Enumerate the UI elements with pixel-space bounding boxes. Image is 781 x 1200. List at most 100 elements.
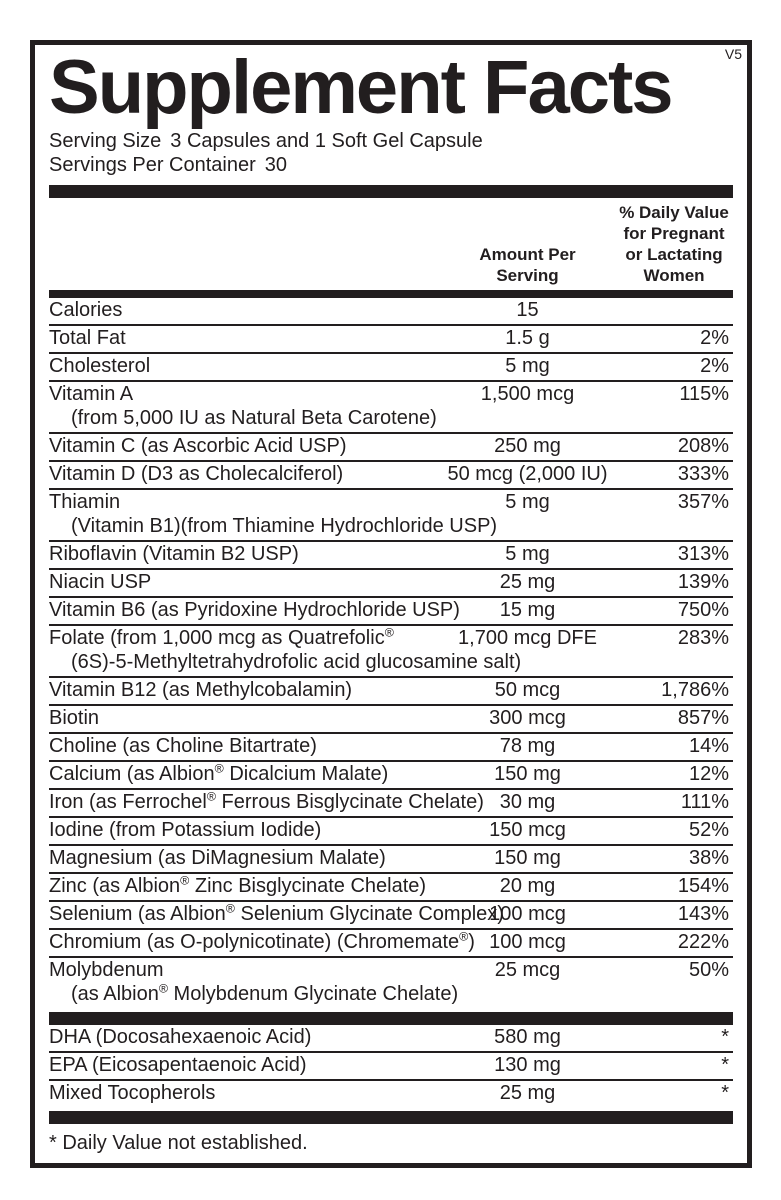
amount-per-serving: 5 mg — [505, 355, 550, 377]
daily-value: 283% — [677, 627, 729, 649]
table-row: DHA (Docosahexaenoic Acid) 580 mg * — [49, 1025, 733, 1051]
divider-header — [49, 290, 733, 298]
daily-value: 52% — [688, 819, 729, 841]
ingredient-name: Calcium (as Albion® Dicalcium Malate) — [49, 761, 389, 785]
table-row: Iron (as Ferrochel® Ferrous Bisglycinate… — [49, 788, 733, 816]
table-row: EPA (Eicosapentaenoic Acid) 130 mg * — [49, 1051, 733, 1079]
table-row: Cholesterol 5 mg 2% — [49, 352, 733, 380]
amount-per-serving: 100 mcg — [489, 931, 566, 953]
amount-per-serving: 25 mg — [499, 1082, 556, 1104]
label-border-box: V5 Supplement Facts Serving Size 3 Capsul… — [30, 40, 752, 1168]
daily-value: * — [721, 1026, 729, 1048]
amount-column-header: Amount Per Serving — [479, 245, 576, 285]
ingredient-name: Biotin — [49, 707, 100, 729]
table-row: Riboflavin (Vitamin B2 USP) 5 mg 313% — [49, 540, 733, 568]
amount-per-serving: 1.5 g — [505, 327, 550, 349]
ingredient-name: Choline (as Choline Bitartrate) — [49, 735, 317, 757]
servings-per-container-value: 30 — [264, 154, 288, 176]
table-row: Magnesium (as DiMagnesium Malate) 150 mg… — [49, 844, 733, 872]
serving-size-line: Serving Size 3 Capsules and 1 Soft Gel Ca… — [49, 129, 733, 153]
ingredient-name: Chromium (as O-polynicotinate) (Chromema… — [49, 929, 475, 953]
divider-thick-bottom — [49, 1111, 733, 1124]
amount-per-serving: 580 mg — [494, 1026, 561, 1048]
ingredient-name: Zinc (as Albion® Zinc Bisglycinate Chela… — [49, 873, 427, 897]
ingredient-name: Vitamin B6 (as Pyridoxine Hydrochloride … — [49, 599, 460, 621]
table-row: Molybdenum (as Albion® Molybdenum Glycin… — [49, 956, 733, 1008]
table-row: Calories 15 — [49, 298, 733, 324]
ingredient-name: DHA (Docosahexaenoic Acid) — [49, 1026, 312, 1048]
ingredient-name: Iodine (from Potassium Iodide) — [49, 819, 322, 841]
ingredient-name: Vitamin D (D3 as Cholecalciferol) — [49, 463, 344, 485]
daily-value: 222% — [677, 931, 729, 953]
amount-per-serving: 300 mcg — [489, 707, 566, 729]
daily-value: 357% — [677, 491, 729, 513]
table-row: Chromium (as O-polynicotinate) (Chromema… — [49, 928, 733, 956]
ingredient-name: Vitamin C (as Ascorbic Acid USP) — [49, 435, 347, 457]
daily-value: 857% — [677, 707, 729, 729]
ingredient-source-note: (from 5,000 IU as Natural Beta Carotene) — [71, 407, 437, 429]
daily-value: 143% — [677, 903, 729, 925]
ingredient-name: Total Fat — [49, 327, 126, 349]
ingredient-name: Mixed Tocopherols — [49, 1082, 216, 1104]
table-row: Folate (from 1,000 mcg as Quatrefolic® (… — [49, 624, 733, 676]
amount-per-serving: 5 mg — [505, 491, 550, 513]
ingredient-name: Vitamin A (from 5,000 IU as Natural Beta… — [49, 384, 440, 429]
amount-per-serving: 1,700 mcg DFE — [458, 627, 597, 649]
serving-size-label: Serving Size — [49, 130, 162, 152]
amount-per-serving: 30 mg — [499, 791, 556, 813]
ingredient-source-note: (6S)-5-Methyltetrahydrofolic acid glucos… — [71, 651, 522, 673]
table-row: Iodine (from Potassium Iodide) 150 mcg 5… — [49, 816, 733, 844]
table-row: Calcium (as Albion® Dicalcium Malate) 15… — [49, 760, 733, 788]
ingredient-name: Folate (from 1,000 mcg as Quatrefolic® (… — [49, 625, 522, 673]
amount-per-serving: 5 mg — [505, 543, 550, 565]
daily-value: 139% — [677, 571, 729, 593]
table-row: Vitamin B12 (as Methylcobalamin) 50 mcg … — [49, 676, 733, 704]
daily-value: 14% — [688, 735, 729, 757]
amount-per-serving: 78 mg — [499, 735, 556, 757]
amount-per-serving: 20 mg — [499, 875, 556, 897]
amount-per-serving: 130 mg — [494, 1054, 561, 1076]
amount-per-serving: 50 mcg (2,000 IU) — [447, 463, 608, 485]
page-title: Supplement Facts — [49, 45, 674, 130]
amount-per-serving: 150 mcg — [489, 819, 566, 841]
amount-per-serving: 25 mg — [499, 571, 556, 593]
amount-per-serving: 15 — [516, 299, 539, 321]
daily-value: 115% — [679, 383, 729, 405]
daily-value: 333% — [677, 463, 729, 485]
daily-value: * — [721, 1054, 729, 1076]
ingredient-name: EPA (Eicosapentaenoic Acid) — [49, 1054, 307, 1076]
table-row: Biotin 300 mcg 857% — [49, 704, 733, 732]
daily-value: 750% — [677, 599, 729, 621]
version-code: V5 — [724, 46, 742, 62]
daily-value: 38% — [688, 847, 729, 869]
amount-per-serving: 25 mcg — [494, 959, 561, 981]
table-row: Vitamin C (as Ascorbic Acid USP) 250 mg … — [49, 432, 733, 460]
ingredient-source-note: (as Albion® Molybdenum Glycinate Chelate… — [71, 981, 459, 1005]
ingredient-source-note: (Vitamin B1)(from Thiamine Hydrochloride… — [71, 515, 498, 537]
daily-value: 313% — [677, 543, 729, 565]
ingredient-name: Vitamin B12 (as Methylcobalamin) — [49, 679, 353, 701]
amount-per-serving: 150 mg — [494, 763, 561, 785]
table-row: Choline (as Choline Bitartrate) 78 mg 14… — [49, 732, 733, 760]
other-ingredients-table: DHA (Docosahexaenoic Acid) 580 mg * EPA … — [49, 1025, 733, 1107]
daily-value: 111% — [680, 791, 729, 813]
servings-per-container-label: Servings Per Container — [49, 154, 256, 176]
ingredient-name: Thiamin (Vitamin B1)(from Thiamine Hydro… — [49, 491, 498, 537]
ingredient-name: Calories — [49, 299, 123, 321]
table-row: Zinc (as Albion® Zinc Bisglycinate Chela… — [49, 872, 733, 900]
daily-value: 50% — [688, 959, 729, 981]
table-row: Vitamin A (from 5,000 IU as Natural Beta… — [49, 380, 733, 432]
column-headers: Amount Per Serving % Daily Value for Pre… — [49, 202, 733, 286]
daily-value-column-header: % Daily Value for Pregnant or Lactating … — [619, 203, 729, 285]
amount-per-serving: 150 mg — [494, 847, 561, 869]
amount-per-serving: 250 mg — [494, 435, 561, 457]
daily-value: * — [721, 1082, 729, 1104]
ingredient-name: Molybdenum (as Albion® Molybdenum Glycin… — [49, 959, 459, 1005]
table-row: Mixed Tocopherols 25 mg * — [49, 1079, 733, 1107]
divider-thick-top — [49, 185, 733, 198]
table-row: Total Fat 1.5 g 2% — [49, 324, 733, 352]
divider-thick-middle — [49, 1012, 733, 1025]
table-row: Selenium (as Albion® Selenium Glycinate … — [49, 900, 733, 928]
amount-per-serving: 100 mcg — [489, 903, 566, 925]
